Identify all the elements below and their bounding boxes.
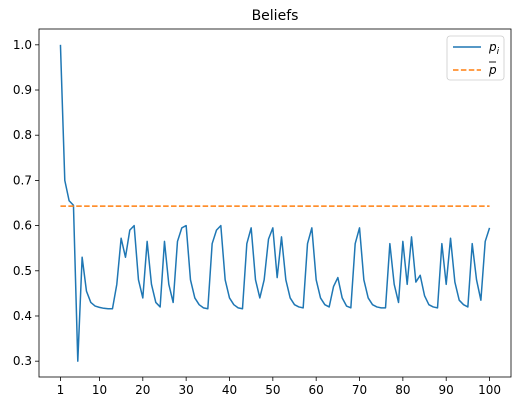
x-tick-label: 70 [352,383,367,397]
y-tick-label: 0.5 [13,264,32,278]
y-tick-label: 0.4 [13,309,32,323]
y-tick-label: 0.7 [13,173,32,187]
x-tick-label: 90 [439,383,454,397]
axis-layer: 1 10 20 30 40 50 60 70 80 90 100 0.3 0.4 0.5 0.6 0.7 0.8… [13,38,501,397]
y-tick-label: 1.0 [13,38,32,52]
x-tick-label: 10 [92,383,107,397]
y-tick-label: 0.8 [13,128,32,142]
x-tick-label: 1 [57,383,65,397]
x-tick-label: 40 [222,383,237,397]
legend: pi p [446,35,505,81]
x-tick-label: 50 [265,383,280,397]
y-tick-label: 0.3 [13,354,32,368]
y-tick-label: 0.6 [13,219,32,233]
x-tick-label: 60 [309,383,324,397]
chart-title: Beliefs [252,8,299,24]
y-tick-label: 0.9 [13,83,32,97]
x-tick-label: 30 [179,383,194,397]
plot-frame [38,28,512,378]
x-tick-label: 20 [135,383,150,397]
x-tick-label: 100 [478,383,501,397]
series-layer [59,44,491,362]
legend-label-p-bar: p [488,63,497,77]
legend-label-p-i: pi [488,40,500,57]
x-tick-label: 80 [395,383,410,397]
belief-series-line [59,44,491,362]
